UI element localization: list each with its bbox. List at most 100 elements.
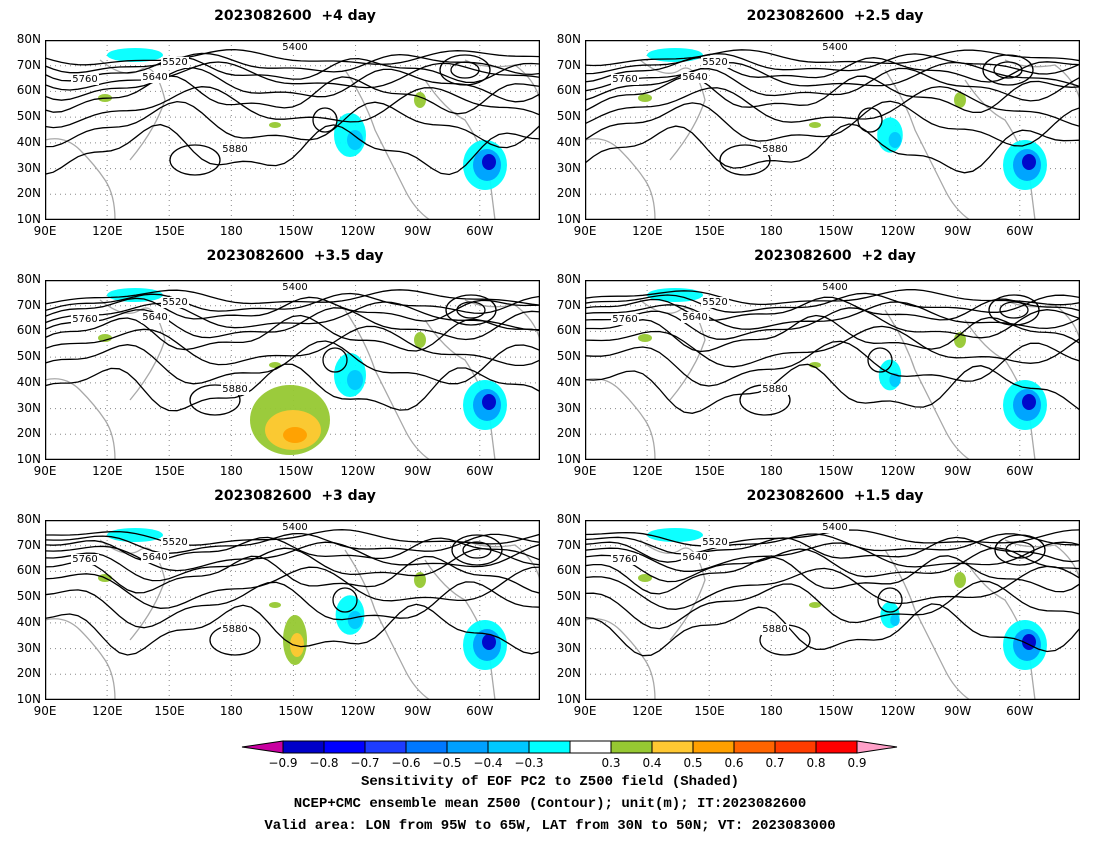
sensitivity-shading [954,572,966,588]
z500-contour [45,86,540,129]
colorbar-high-arrow [856,740,898,754]
lat-tick-label: 70N [556,537,581,552]
z500-contour [585,123,1080,174]
lat-tick-label: 40N [556,614,581,629]
colorbar-label: 0.3 [601,756,621,770]
colorbar-swatch [733,740,776,754]
z500-contour [439,54,491,86]
colorbar-label: −0.6 [391,756,421,770]
lat-tick-label: 10N [556,212,581,226]
lon-tick-label: 150W [278,704,314,718]
lon-tick-label: 120E [632,704,663,718]
map-panel: 5400 5520 5640 5760 5880 [45,520,540,700]
z500-contour [45,100,540,149]
contour-label-bg [761,624,789,635]
lon-tick-label: 90E [573,224,597,238]
z500-contour [585,340,1080,387]
z500-contour [999,301,1029,319]
coastline [45,618,116,700]
lon-tick-label: 150W [818,464,854,478]
z500-contour [585,49,1080,67]
map-panels: 2023082600 +4 day 5400 5520 5640 5760 5880 10N… [16,8,1080,718]
colorbar-swatch [815,740,858,754]
contour-label: 5880 [222,144,247,155]
colorbar-label: 0.7 [765,756,785,770]
z500-contour [867,347,893,373]
lon-tick-label: 180 [759,224,783,238]
lat-tick-label: 10N [16,452,41,466]
lon-tick-label: 120W [340,704,376,718]
sensitivity-shading [890,614,900,626]
contour-label: 5880 [762,384,787,395]
z500-contour [585,536,1080,563]
contour-label: 5400 [822,42,847,53]
z500-contour [719,144,771,176]
lat-tick-label: 20N [16,666,41,681]
contour-label: 5640 [142,72,167,83]
contour-label-bg [761,384,789,395]
z500-contour [585,363,1080,414]
coastline [585,378,656,460]
lon-tick-label: 90W [404,464,432,478]
map-panel: 5400 5520 5640 5760 5880 [585,520,1080,700]
lon-tick-label: 120W [340,224,376,238]
colorbar-swatch [446,740,489,754]
z500-contour [45,56,540,84]
sensitivity-shading [638,574,652,582]
coastline [585,138,656,220]
z500-contour [451,534,503,566]
lon-tick-label: 180 [759,464,783,478]
contour-label-bg [221,144,249,155]
z500-contour [994,534,1046,566]
caption-line-2: NCEP+CMC ensemble mean Z500 (Contour); u… [293,796,807,812]
z500-contour [45,532,540,554]
contour-label-bg [141,312,169,323]
lat-tick-label: 30N [16,640,41,655]
sensitivity-shading [647,528,703,542]
lat-tick-label: 80N [556,512,581,526]
lat-tick-label: 30N [556,160,581,175]
colorbar-label: −0.9 [268,756,298,770]
z500-contour [45,301,540,331]
contour-label-bg [71,74,99,85]
lat-tick-label: 80N [556,32,581,46]
lon-tick-label: 90W [404,224,432,238]
lon-tick-label: 60W [1006,704,1034,718]
lon-tick-label: 60W [1006,464,1034,478]
contour-label-bg [71,314,99,325]
lat-tick-label: 50N [556,589,581,604]
contour-label: 5400 [822,522,847,533]
sensitivity-shading [889,373,901,387]
lon-tick-label: 60W [466,704,494,718]
coastline [884,309,971,460]
z500-contour [585,555,1080,595]
z500-contour [988,294,1040,326]
sensitivity-shading [98,334,112,342]
lat-tick-label: 20N [556,186,581,201]
lon-tick-label: 150E [154,224,185,238]
sensitivity-shading [482,634,496,650]
lat-tick-label: 20N [16,426,41,441]
lat-tick-label: 60N [16,323,41,338]
contour-label-bg [281,282,309,293]
sensitivity-shading [347,611,363,629]
panel-frame [45,40,540,220]
lat-tick-label: 60N [556,563,581,578]
lon-tick-label: 90E [573,464,597,478]
z500-contour [450,61,480,79]
z500-contour [857,107,883,133]
panel-title: 2023082600 +2 day [754,248,916,264]
panel-title: 2023082600 +1.5 day [746,488,924,504]
lon-tick-label: 90E [573,704,597,718]
panel-frame [45,520,540,700]
panel-title: 2023082600 +2.5 day [746,8,924,24]
lat-tick-label: 40N [16,374,41,389]
lon-tick-label: 120W [880,464,916,478]
lon-tick-label: 120E [92,224,123,238]
contour-label: 5400 [282,42,307,53]
z500-contour [45,603,540,656]
sensitivity-shading [107,528,163,542]
contour-label: 5760 [612,314,637,325]
contour-label: 5760 [72,554,97,565]
lon-tick-label: 150E [154,704,185,718]
